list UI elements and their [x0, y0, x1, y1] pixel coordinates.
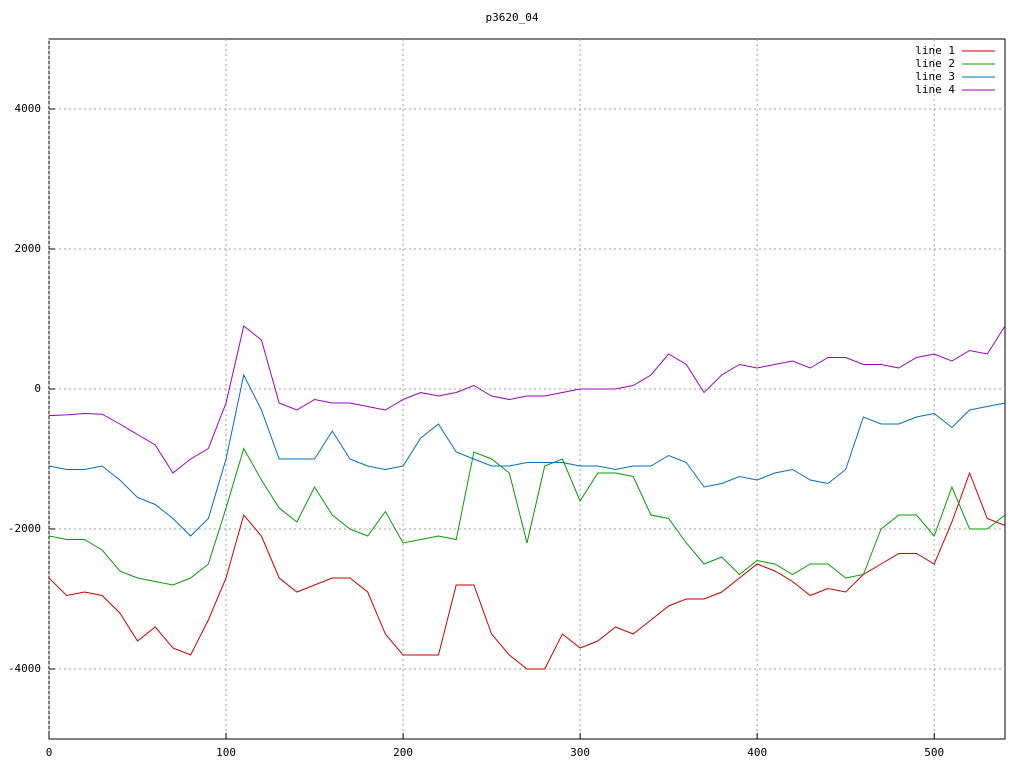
y-tick-label: 0 [34, 382, 41, 395]
x-tick-label: 100 [216, 746, 236, 759]
data-line [48, 325, 1006, 474]
x-tick-label: 0 [46, 746, 53, 759]
y-tick-label: -4000 [8, 662, 41, 675]
y-tick-label: -2000 [8, 522, 41, 535]
chart-title: p3620_04 [486, 11, 539, 24]
data-line [48, 447, 1006, 586]
legend-label: line 1 [915, 44, 955, 57]
y-tick-label: 4000 [15, 102, 42, 115]
plot-frame [48, 38, 1006, 740]
x-tick-label: 500 [924, 746, 944, 759]
legend-label: line 4 [915, 83, 955, 96]
legend-label: line 2 [915, 57, 955, 70]
data-line [48, 373, 1006, 537]
x-tick-label: 400 [747, 746, 767, 759]
y-tick-label: 2000 [15, 242, 42, 255]
data-line [48, 471, 1006, 670]
x-tick-label: 300 [570, 746, 590, 759]
x-tick-label: 200 [393, 746, 413, 759]
legend-label: line 3 [915, 70, 955, 83]
